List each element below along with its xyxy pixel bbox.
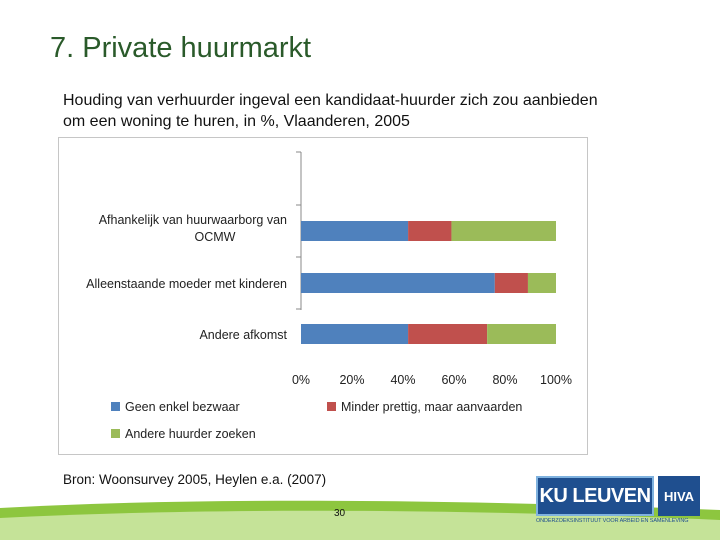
slide-title: 7. Private huurmarkt bbox=[50, 32, 312, 64]
x-tick-label: 20% bbox=[339, 373, 364, 387]
x-tick-label: 80% bbox=[492, 373, 517, 387]
category-label-line: OCMW bbox=[195, 230, 236, 244]
bar-segment bbox=[408, 324, 488, 344]
legend-label: Geen enkel bezwaar bbox=[125, 400, 240, 414]
category-label: Alleenstaande moeder met kinderen bbox=[86, 277, 287, 291]
legend-swatch bbox=[327, 402, 336, 411]
bar-segment bbox=[451, 221, 556, 241]
x-tick-label: 60% bbox=[441, 373, 466, 387]
legend-swatch bbox=[111, 429, 120, 438]
category-label-line: Afhankelijk van huurwaarborg van bbox=[99, 213, 287, 227]
legend-label: Minder prettig, maar aanvaarden bbox=[341, 400, 522, 414]
bar-segment bbox=[408, 221, 452, 241]
category-label: Afhankelijk van huurwaarborg van OCMW bbox=[99, 213, 287, 244]
category-label-line: Andere afkomst bbox=[199, 328, 287, 342]
bar-segment bbox=[301, 324, 409, 344]
x-tick-label: 0% bbox=[292, 373, 310, 387]
legend-swatch bbox=[111, 402, 120, 411]
legend-label: Andere huurder zoeken bbox=[125, 427, 256, 441]
chart-subtitle: Houding van verhuurder ingeval een kandi… bbox=[63, 92, 598, 130]
logo-tagline: ONDERZOEKSINSTITUUT VOOR ARBEID EN SAMEN… bbox=[536, 518, 689, 524]
page-number: 30 bbox=[334, 508, 346, 519]
x-tick-label: 100% bbox=[540, 373, 572, 387]
source-note: Bron: Woonsurvey 2005, Heylen e.a. (2007… bbox=[63, 472, 327, 487]
category-label-line: Alleenstaande moeder met kinderen bbox=[86, 277, 287, 291]
hiva-logo: HIVA bbox=[658, 476, 700, 516]
chart-frame: Afhankelijk van huurwaarborg van OCMW Alle… bbox=[58, 137, 588, 455]
footer-wave-light bbox=[0, 510, 720, 540]
bar-segment bbox=[301, 221, 409, 241]
bar-segment bbox=[494, 273, 528, 293]
bar-segment bbox=[301, 273, 495, 293]
stacked-bar-chart: Afhankelijk van huurwaarborg van OCMW Alle… bbox=[86, 151, 572, 441]
ku-leuven-logo: KU LEUVEN bbox=[536, 476, 654, 516]
bar-segment bbox=[487, 324, 556, 344]
bar-segment bbox=[527, 273, 556, 293]
category-label: Andere afkomst bbox=[199, 328, 287, 342]
x-tick-label: 40% bbox=[390, 373, 415, 387]
